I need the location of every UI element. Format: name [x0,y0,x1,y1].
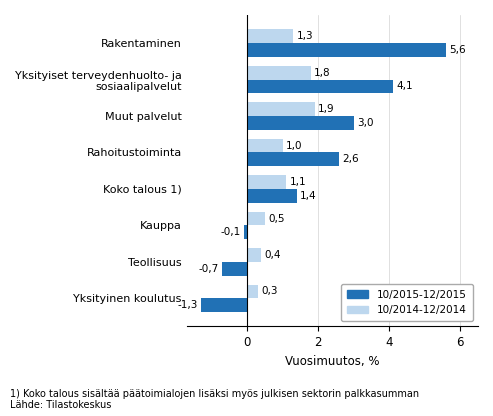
Text: -1,3: -1,3 [177,300,198,310]
Bar [247,29,293,43]
Bar [247,212,265,225]
Text: 2,6: 2,6 [343,154,359,164]
Text: 0,5: 0,5 [268,213,284,223]
Bar [222,262,247,276]
Bar [247,139,282,153]
Bar [247,116,353,130]
Text: 1,4: 1,4 [300,191,317,201]
Text: 1,1: 1,1 [289,177,306,187]
Bar [247,43,446,57]
Bar [247,248,261,262]
Bar [247,285,258,298]
Bar [247,79,393,93]
Text: 1,3: 1,3 [296,31,313,41]
Text: -0,7: -0,7 [199,264,219,274]
Text: 4,1: 4,1 [396,82,413,92]
Bar [247,175,286,189]
Text: 0,3: 0,3 [261,287,278,297]
Legend: 10/2015-12/2015, 10/2014-12/2014: 10/2015-12/2015, 10/2014-12/2014 [341,284,473,321]
Bar [201,298,247,312]
Text: Lähde: Tilastokeskus: Lähde: Tilastokeskus [10,400,111,410]
X-axis label: Vuosimuutos, %: Vuosimuutos, % [285,355,380,368]
Text: 0,4: 0,4 [265,250,281,260]
Bar [247,153,340,166]
Text: 1,9: 1,9 [318,104,334,114]
Text: 1,0: 1,0 [286,141,302,151]
Bar [247,66,311,79]
Text: 1) Koko talous sisältää päätoimialojen lisäksi myös julkisen sektorin palkkasumm: 1) Koko talous sisältää päätoimialojen l… [10,389,419,399]
Bar [247,102,315,116]
Bar [247,189,297,203]
Text: 5,6: 5,6 [449,45,466,55]
Bar [244,225,247,239]
Text: 1,8: 1,8 [314,67,331,77]
Text: -0,1: -0,1 [220,228,241,238]
Text: 3,0: 3,0 [357,118,373,128]
